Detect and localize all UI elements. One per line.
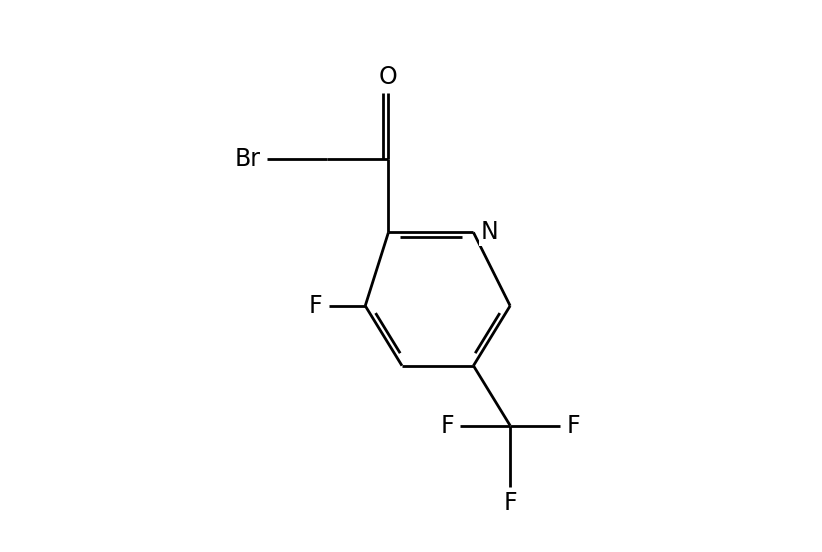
Text: N: N <box>480 220 498 245</box>
Text: O: O <box>379 66 398 89</box>
Text: F: F <box>309 294 323 318</box>
Text: F: F <box>441 413 454 438</box>
Text: F: F <box>566 413 580 438</box>
Text: Br: Br <box>235 147 261 171</box>
Text: F: F <box>503 491 517 515</box>
